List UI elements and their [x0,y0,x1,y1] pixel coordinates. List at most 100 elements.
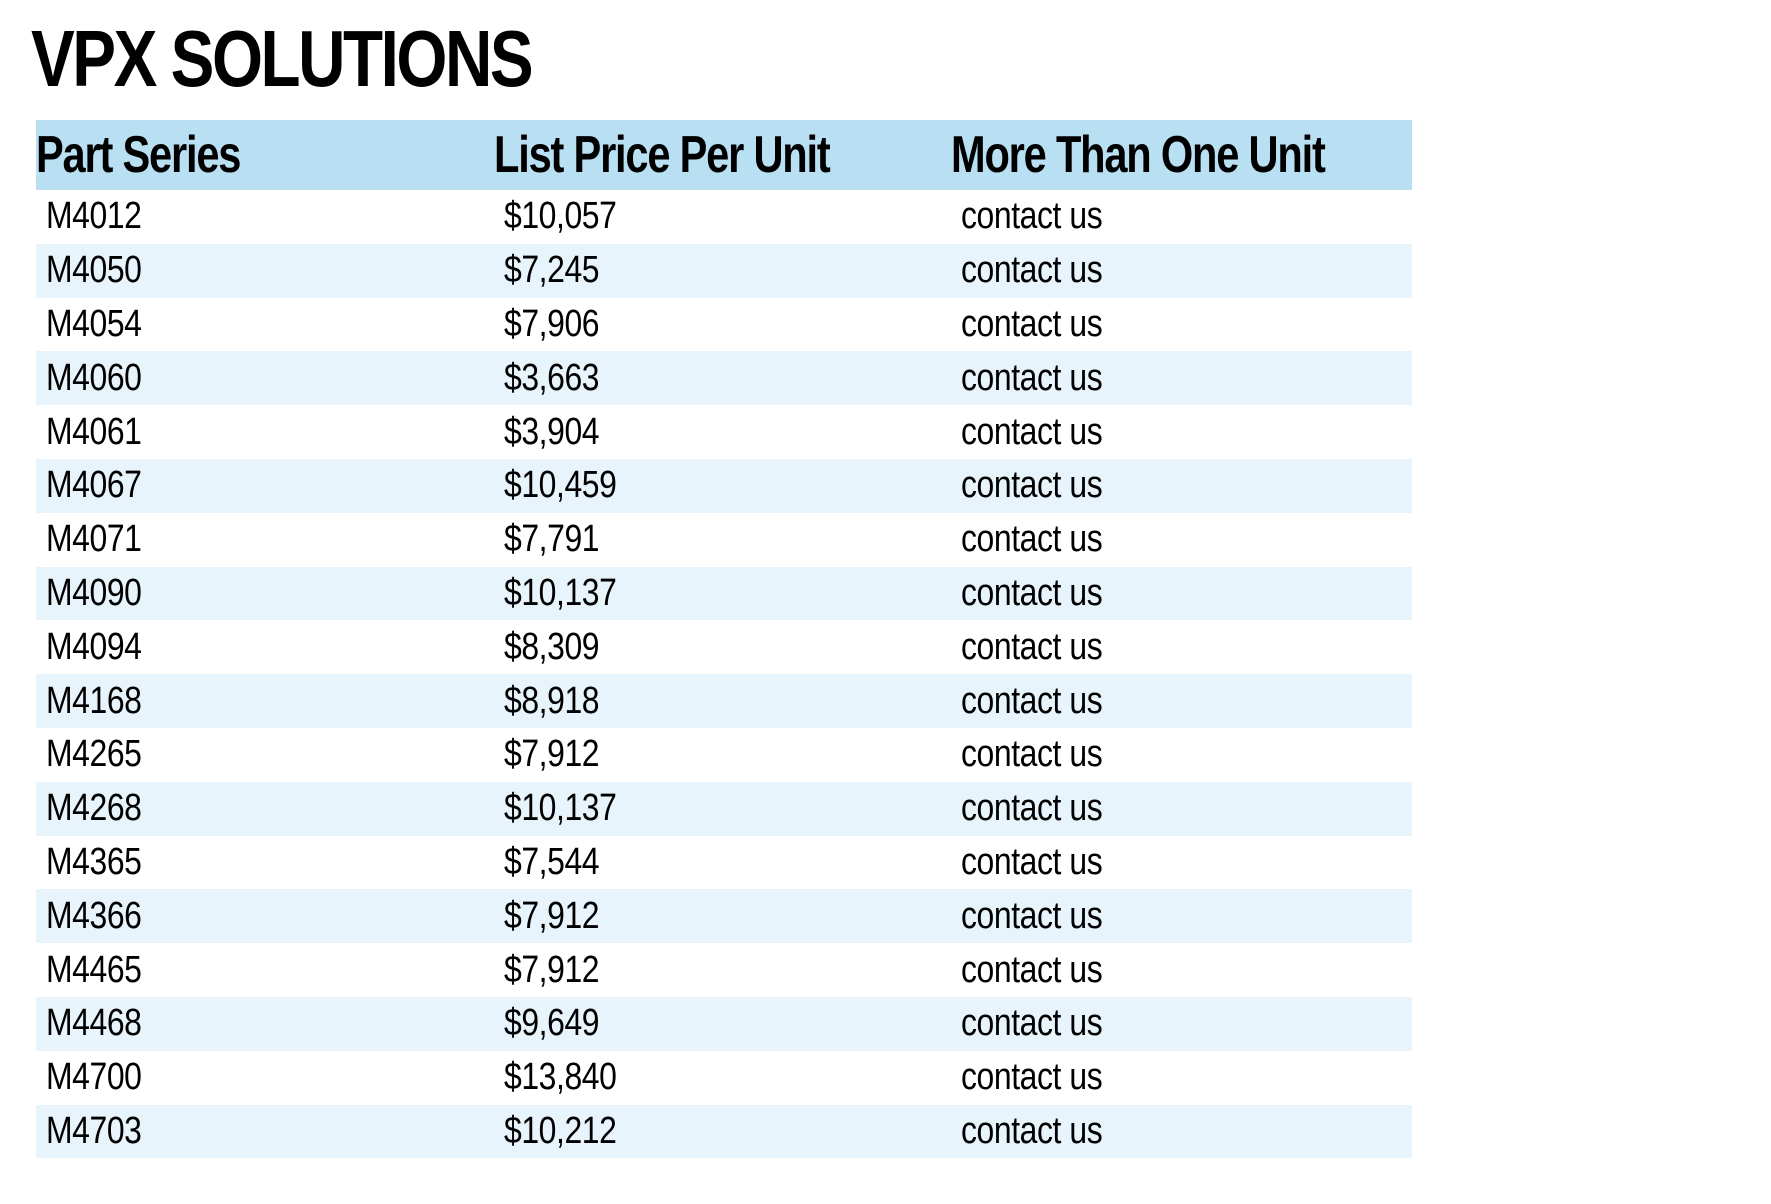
table-row: M4050 $7,245 contact us [36,243,1412,298]
cell-text: contact us [961,948,1103,991]
table-row: M4265 $7,912 contact us [36,728,1412,782]
cell-text: M4094 [46,625,142,668]
cell-text: contact us [961,302,1103,345]
cell-text: $9,649 [504,1002,600,1045]
cell-text: contact us [961,1056,1103,1099]
more-than-one-unit-cell: contact us [951,728,1412,782]
cell-text: M4071 [46,518,142,561]
more-than-one-unit-cell: contact us [951,244,1412,298]
more-than-one-unit-cell: contact us [951,1105,1412,1159]
cell-text: contact us [961,464,1103,507]
part-series-cell: M4012 [36,190,494,244]
cell-text: $13,840 [504,1056,617,1099]
part-series-cell: M4054 [36,298,494,352]
cell-text: M4012 [46,195,142,238]
list-price-cell: $8,918 [494,674,951,728]
cell-text: M4366 [46,894,142,937]
part-series-cell: M4090 [36,567,494,621]
cell-text: contact us [961,679,1103,722]
cell-text: M4468 [46,1002,142,1045]
cell-text: contact us [961,625,1103,668]
price-table: Part Series List Price Per Unit More Tha… [36,120,1412,1159]
cell-text: contact us [961,733,1103,776]
more-than-one-unit-cell: contact us [951,190,1412,244]
part-series-cell: M4060 [36,351,494,405]
table-row: M4060 $3,663 contact us [36,351,1412,406]
part-series-cell: M4168 [36,674,494,728]
list-price-cell: $10,057 [494,190,951,244]
more-than-one-unit-cell: contact us [951,943,1412,997]
more-than-one-unit-cell: contact us [951,997,1412,1051]
part-series-cell: M4703 [36,1105,494,1159]
cell-text: $7,791 [504,518,600,561]
list-price-cell: $7,791 [494,513,951,567]
cell-text: contact us [961,1002,1103,1045]
list-price-cell: $9,649 [494,997,951,1051]
cell-text: $7,544 [504,840,600,883]
more-than-one-unit-cell: contact us [951,405,1412,459]
more-than-one-unit-cell: contact us [951,513,1412,567]
cell-text: M4168 [46,679,142,722]
list-price-cell: $10,137 [494,782,951,836]
list-price-cell: $3,663 [494,351,951,405]
column-header-part-series: Part Series [36,120,494,190]
cell-text: M4060 [46,356,142,399]
cell-text: $8,309 [504,625,600,668]
cell-text: $7,245 [504,249,600,292]
list-price-cell: $10,137 [494,567,951,621]
list-price-cell: $7,912 [494,889,951,943]
more-than-one-unit-cell: contact us [951,298,1412,352]
cell-text: $7,912 [504,733,600,776]
column-header-label: List Price Per Unit [494,126,831,184]
list-price-cell: $3,904 [494,405,951,459]
list-price-cell: $10,459 [494,459,951,513]
cell-text: contact us [961,410,1103,453]
cell-text: $3,663 [504,356,600,399]
table-row: M4054 $7,906 contact us [36,298,1412,352]
list-price-cell: $10,212 [494,1105,951,1159]
part-series-cell: M4700 [36,1051,494,1105]
table-row: M4268 $10,137 contact us [36,781,1412,836]
cell-text: contact us [961,1109,1103,1152]
part-series-cell: M4071 [36,513,494,567]
part-series-cell: M4365 [36,836,494,890]
part-series-cell: M4265 [36,728,494,782]
cell-text: $10,459 [504,464,617,507]
cell-text: M4703 [46,1109,142,1152]
column-header-more-than-one-unit: More Than One Unit [951,120,1412,190]
cell-text: $7,912 [504,948,600,991]
column-header-label: Part Series [36,126,241,184]
cell-text: $10,057 [504,195,617,238]
table-row: M4012 $10,057 contact us [36,190,1412,244]
column-header-list-price: List Price Per Unit [494,120,951,190]
cell-text: contact us [961,356,1103,399]
list-price-cell: $7,912 [494,728,951,782]
table-row: M4061 $3,904 contact us [36,405,1412,459]
cell-text: contact us [961,787,1103,830]
cell-text: contact us [961,840,1103,883]
cell-text: $7,906 [504,302,600,345]
more-than-one-unit-cell: contact us [951,1051,1412,1105]
more-than-one-unit-cell: contact us [951,351,1412,405]
part-series-cell: M4366 [36,889,494,943]
table-row: M4700 $13,840 contact us [36,1051,1412,1105]
page-title: VPX SOLUTIONS [31,14,534,103]
more-than-one-unit-cell: contact us [951,836,1412,890]
part-series-cell: M4465 [36,943,494,997]
list-price-cell: $7,906 [494,298,951,352]
more-than-one-unit-cell: contact us [951,889,1412,943]
part-series-cell: M4468 [36,997,494,1051]
table-body: M4012 $10,057 contact us M4050 $7,245 contact… [36,190,1412,1159]
cell-text: M4268 [46,787,142,830]
column-header-label: More Than One Unit [951,126,1326,184]
cell-text: M4365 [46,840,142,883]
table-row: M4703 $10,212 contact us [36,1104,1412,1159]
table-row: M4168 $8,918 contact us [36,674,1412,728]
table-row: M4465 $7,912 contact us [36,943,1412,997]
cell-text: $7,912 [504,894,600,937]
more-than-one-unit-cell: contact us [951,567,1412,621]
list-price-cell: $13,840 [494,1051,951,1105]
table-row: M4365 $7,544 contact us [36,836,1412,890]
more-than-one-unit-cell: contact us [951,620,1412,674]
list-price-cell: $7,544 [494,836,951,890]
